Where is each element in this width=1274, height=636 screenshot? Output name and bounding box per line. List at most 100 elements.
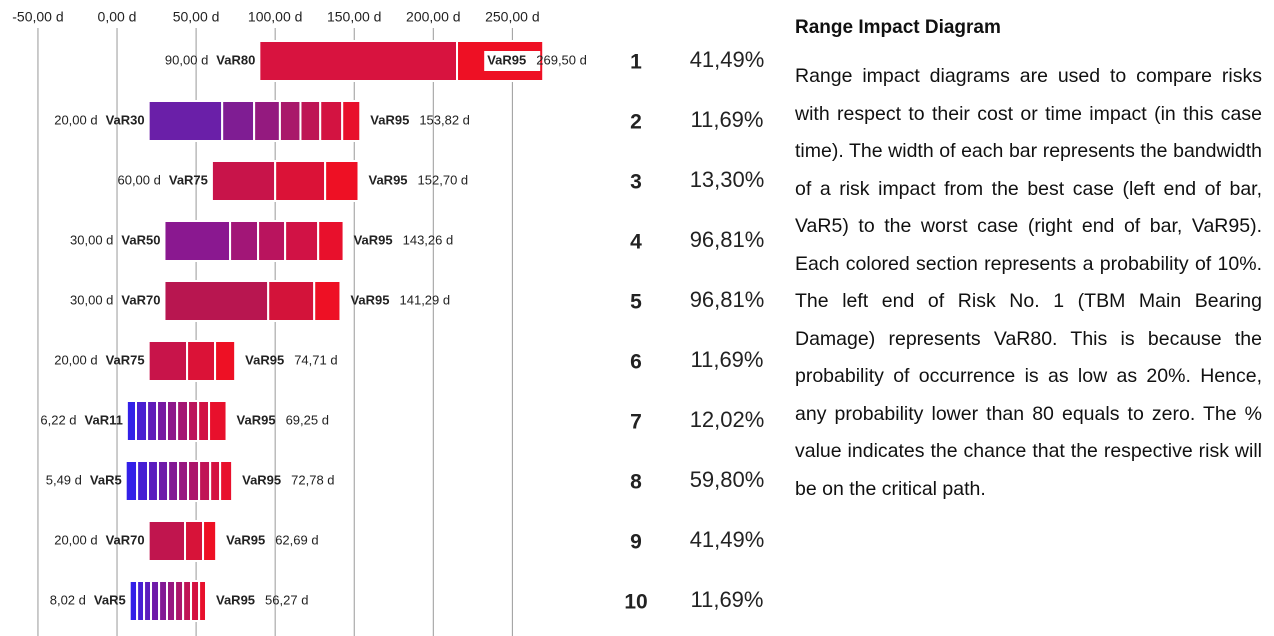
bar-segment — [221, 100, 256, 142]
start-label: VaR70 — [121, 292, 160, 307]
bar-segment — [187, 460, 201, 502]
bar-segment — [313, 280, 342, 322]
bar-segment — [147, 100, 224, 142]
bar-segment — [184, 520, 205, 562]
rank: 6 — [630, 351, 642, 374]
bar-segment — [147, 520, 187, 562]
description: Range Impact Diagram Range impact diagra… — [795, 12, 1262, 508]
bar-segment — [267, 280, 316, 322]
max-label: 143,26 d — [403, 232, 454, 247]
max-label: 72,78 d — [291, 472, 334, 487]
bar-segment — [163, 220, 232, 262]
min-label: 20,00 d — [54, 112, 97, 127]
max-label: 152,70 d — [418, 172, 469, 187]
min-label: 6,22 d — [40, 412, 76, 427]
bar-segment — [324, 160, 360, 202]
rank: 10 — [624, 591, 647, 614]
rank: 7 — [630, 411, 642, 434]
end-label: VaR95 — [216, 592, 255, 607]
rank: 8 — [630, 471, 642, 494]
bar-segment — [299, 100, 322, 142]
bar-segment — [165, 400, 179, 442]
bar-segment — [190, 580, 201, 622]
min-label: 5,49 d — [46, 472, 82, 487]
x-tick-label: 250,00 d — [485, 9, 540, 25]
bar-segment — [165, 580, 177, 622]
end-label: VaR95 — [369, 172, 408, 187]
bar-segment — [202, 520, 218, 562]
bar-segment — [214, 340, 237, 382]
criticality: 12,02% — [690, 407, 765, 432]
start-label: VaR75 — [106, 352, 145, 367]
criticality: 41,49% — [690, 47, 765, 72]
start-label: VaR75 — [169, 172, 208, 187]
bar-segment — [136, 460, 150, 502]
bar-segment — [341, 100, 362, 142]
end-label: VaR95 — [354, 232, 393, 247]
x-tick-label: 50,00 d — [173, 9, 220, 25]
criticality: 11,69% — [691, 347, 764, 372]
rank: 2 — [630, 111, 642, 134]
min-label: 8,02 d — [50, 592, 86, 607]
bar-segment — [158, 580, 168, 622]
min-label: 30,00 d — [70, 232, 113, 247]
bar-segment — [219, 460, 234, 502]
description-text: Range impact diagrams are used to compar… — [795, 65, 1262, 500]
criticality: 11,69% — [691, 587, 764, 612]
bar-segment — [146, 400, 159, 442]
criticality: 41,49% — [690, 527, 765, 552]
min-label: 20,00 d — [54, 352, 97, 367]
bar-segment — [156, 400, 168, 442]
max-label: 56,27 d — [265, 592, 308, 607]
start-label: VaR11 — [85, 412, 123, 427]
max-label: 74,71 d — [294, 352, 337, 367]
min-label: 30,00 d — [70, 292, 113, 307]
bar-segment — [136, 580, 146, 622]
bar-segment — [319, 100, 344, 142]
bar-segment — [198, 460, 212, 502]
rank: 5 — [630, 291, 642, 314]
x-tick-label: 200,00 d — [406, 9, 461, 25]
bar-segment — [182, 580, 193, 622]
bar-segment — [177, 460, 190, 502]
x-tick-label: 100,00 d — [248, 9, 303, 25]
criticality: 11,69% — [691, 107, 764, 132]
bar-segment — [278, 100, 302, 142]
start-label: VaR30 — [106, 112, 145, 127]
start-label: VaR5 — [90, 472, 122, 487]
description-title: Range Impact Diagram — [795, 17, 1001, 38]
bar-segment — [135, 400, 149, 442]
bar-segment — [163, 280, 270, 322]
rank: 9 — [630, 531, 642, 554]
bar-segment — [128, 580, 139, 622]
bar-segment — [284, 220, 320, 262]
bar-segment — [257, 220, 287, 262]
chart: -50,00 d 0,00 d 50,00 d 100,00 d 150,00 d 200… — [12, 9, 765, 636]
end-label: VaR95 — [370, 112, 409, 127]
bar-segment — [147, 340, 189, 382]
criticality: 96,81% — [690, 227, 765, 252]
bar-segment — [229, 220, 260, 262]
bar-segment — [167, 460, 180, 502]
criticality: 59,80% — [690, 467, 765, 492]
bar-segment — [143, 580, 153, 622]
end-label: VaR95 — [226, 532, 265, 547]
x-tick-label: 150,00 d — [327, 9, 382, 25]
start-label: VaR50 — [121, 232, 160, 247]
end-label: VaR95 — [487, 52, 526, 67]
x-tick-label: 0,00 d — [98, 9, 137, 25]
max-label: 269,50 d — [536, 52, 587, 67]
criticality: 13,30% — [690, 167, 765, 192]
min-label: 90,00 d — [165, 52, 208, 67]
max-label: 62,69 d — [275, 532, 318, 547]
start-label: VaR80 — [216, 52, 255, 67]
bar-segment — [124, 460, 139, 502]
bar-segment — [208, 400, 228, 442]
bar-segment — [317, 220, 345, 262]
end-label: VaR95 — [245, 352, 284, 367]
bar-segment — [274, 160, 327, 202]
rank: 1 — [630, 51, 642, 74]
min-label: 60,00 d — [117, 172, 160, 187]
end-label: VaR95 — [350, 292, 389, 307]
